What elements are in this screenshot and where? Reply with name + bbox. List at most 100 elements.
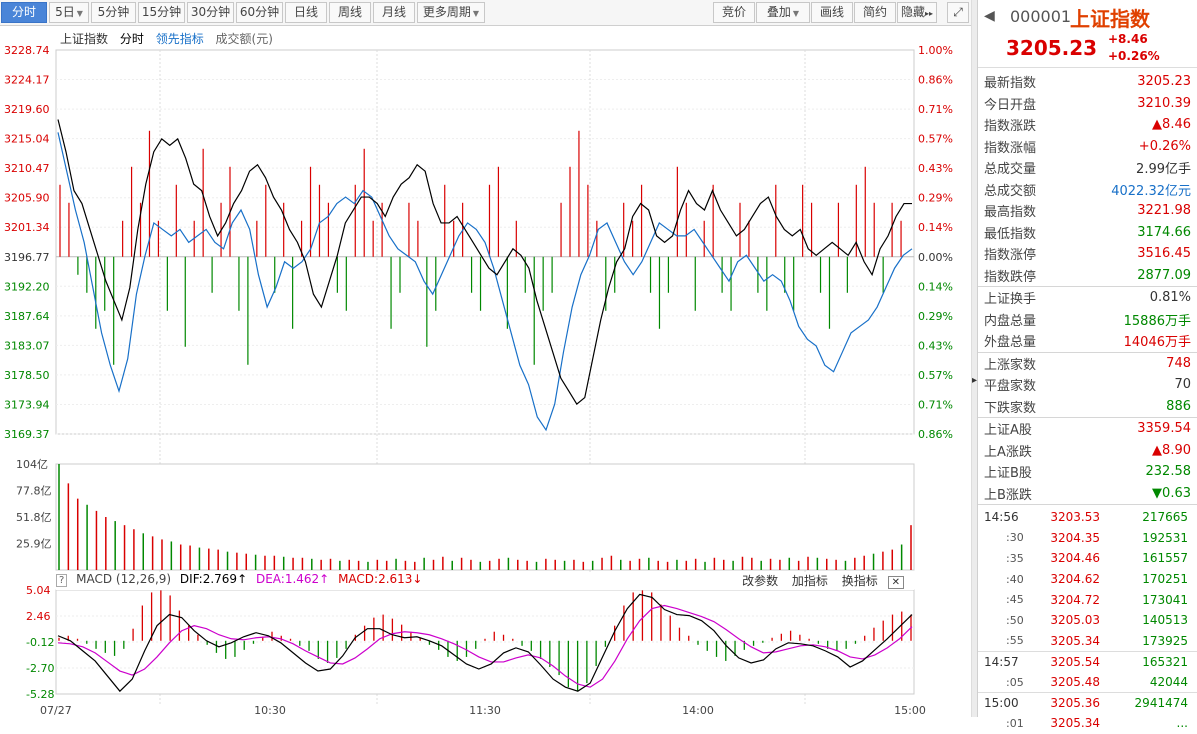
legend-lead[interactable]: 领先指标: [155, 32, 204, 46]
quote-row: 指数跌停 2877.09: [978, 265, 1197, 287]
price-tick-label: 3196.77: [4, 251, 50, 264]
quote-value: 886: [1166, 398, 1191, 414]
price-tick-label: 3187.64: [4, 310, 50, 323]
tick-v: 173041: [1142, 592, 1188, 607]
lead-line: [57, 132, 913, 432]
quote-value: 14046万手: [1123, 335, 1191, 351]
tab-label: 日线: [293, 5, 318, 19]
tick-t: 14:57: [984, 654, 1019, 669]
tool-button-2[interactable]: 画线: [811, 2, 853, 23]
tick-row: :01 3205.34...: [978, 713, 1197, 734]
tab-1[interactable]: 5日 ▼: [49, 2, 89, 23]
macd-close-icon[interactable]: ?: [56, 574, 68, 587]
quote-row: 平盘家数 70: [978, 374, 1197, 396]
quote-header: ◀ 000001 上证指数 3205.23 +8.46 +0.26%: [978, 0, 1197, 68]
volume-tick-label: 77.8亿: [16, 485, 52, 498]
tick-v: 217665: [1142, 510, 1188, 525]
tick-t: :01: [1006, 716, 1024, 730]
tool-button-0[interactable]: 竞价: [713, 2, 755, 23]
tool-button-1[interactable]: 叠加 ▼: [756, 2, 810, 23]
tab-9[interactable]: 更多周期 ▼: [417, 2, 485, 23]
tab-4[interactable]: 30分钟: [187, 2, 234, 23]
dropdown-icon: ▼: [76, 9, 83, 18]
quote-row: 最新指数 3205.23: [978, 71, 1197, 93]
time-axis-label: 11:30: [469, 704, 501, 717]
pct-tick-label: 0.29%: [918, 192, 953, 205]
tick-list[interactable]: 14:56 3203.53 217665:30 3204.35 192531:35 320…: [978, 504, 1197, 734]
tick-row: 14:57 3205.54 165321: [978, 651, 1197, 672]
tab-3[interactable]: 15分钟: [138, 2, 185, 23]
expand-icon[interactable]: ⤢: [947, 2, 969, 23]
ab-share-stats: 上证A股 3359.54 上A涨跌 ▲8.90 上证B股 232.58 上B涨跌 ▼0.63: [978, 417, 1197, 504]
tool-button-4[interactable]: 隐藏▸▸: [897, 2, 937, 23]
pct-tick-label: 0.57%: [918, 133, 953, 146]
pct-tick-label: 0.57%: [918, 369, 953, 382]
quote-label: 总成交额: [984, 183, 1037, 199]
tab-0[interactable]: 分时: [1, 2, 47, 23]
switch-indicator-button[interactable]: 换指标: [841, 574, 878, 588]
macd-value: MACD:2.613↓: [338, 572, 423, 586]
prev-arrow-icon[interactable]: ◀: [984, 8, 995, 24]
macd-title[interactable]: MACD (12,26,9): [76, 572, 172, 586]
tab-5[interactable]: 60分钟: [236, 2, 283, 23]
quote-label: 最高指数: [984, 205, 1037, 221]
quote-volume-stats: 上证换手 0.81% 内盘总量 15886万手 外盘总量 14046万手: [978, 286, 1197, 352]
quote-value: ▲8.46: [1152, 117, 1191, 133]
panel-divider[interactable]: ▸: [971, 0, 977, 717]
add-indicator-button[interactable]: 加指标: [791, 574, 828, 588]
tick-t: :05: [1006, 675, 1024, 689]
quote-label: 最新指数: [984, 76, 1037, 92]
tool-label: 简约: [862, 5, 887, 19]
quote-value: 3221.98: [1137, 203, 1191, 219]
tab-7[interactable]: 周线: [329, 2, 371, 23]
tab-label: 15分钟: [141, 5, 182, 19]
time-axis-label: 10:30: [254, 704, 286, 717]
close-icon[interactable]: ✕: [887, 576, 904, 589]
tick-row: 14:56 3203.53 217665: [978, 507, 1197, 528]
time-axis-label: 07/27: [40, 704, 72, 717]
quote-row: 今日开盘 3210.39: [978, 93, 1197, 115]
tick-t: :40: [1006, 572, 1024, 586]
quote-row: 上A涨跌 ▲8.90: [978, 440, 1197, 462]
volume-tick-label: 51.8亿: [16, 511, 52, 524]
legend-mode: 分时: [119, 32, 144, 46]
tick-t: :50: [1006, 613, 1024, 627]
macd-tick-label: 2.46: [26, 610, 51, 623]
quote-label: 最低指数: [984, 226, 1037, 242]
quote-label: 指数跌停: [984, 269, 1037, 285]
macd-dea: DEA:1.462↑: [255, 572, 330, 586]
price-tick-label: 3228.74: [4, 44, 50, 57]
tab-2[interactable]: 5分钟: [91, 2, 136, 23]
breadth-stats: 上涨家数 748 平盘家数 70 下跌家数 886: [978, 351, 1197, 418]
quote-row: 上证B股 232.58: [978, 461, 1197, 483]
quote-value: 70: [1174, 377, 1191, 393]
tick-v: ...: [1176, 716, 1188, 731]
change-params-button[interactable]: 改参数: [742, 574, 779, 588]
tick-row: :05 3205.48 42044: [978, 672, 1197, 693]
price-tick-label: 3183.07: [4, 339, 50, 352]
pct-tick-label: 0.14%: [918, 280, 953, 293]
intraday-chart[interactable]: 3228.74 1.00% 3224.17 0.86% 3219.60 0.71% 3215…: [0, 26, 971, 717]
tick-p: 3203.53: [1050, 510, 1100, 525]
quote-value: 2877.09: [1137, 267, 1191, 283]
tick-p: 3205.34: [1050, 633, 1100, 648]
tab-8[interactable]: 月线: [373, 2, 415, 23]
chart-area[interactable]: 3228.74 1.00% 3224.17 0.86% 3219.60 0.71% 3215…: [0, 26, 971, 717]
quote-value: +0.26%: [1138, 138, 1191, 154]
stock-name: 上证指数: [1070, 7, 1150, 31]
quote-panel: ◀ 000001 上证指数 3205.23 +8.46 +0.26% 最新指数 3…: [977, 0, 1197, 730]
quote-row: 指数涨停 3516.45: [978, 243, 1197, 265]
tick-t: :30: [1006, 531, 1024, 545]
tool-label: 叠加: [766, 5, 791, 19]
tick-row: :50 3205.03 140513: [978, 610, 1197, 631]
tick-t: 15:00: [984, 696, 1019, 711]
tick-v: 165321: [1142, 654, 1188, 669]
collapse-arrow-icon[interactable]: ▸: [972, 375, 978, 386]
dea-line: [57, 604, 913, 688]
tool-button-3[interactable]: 简约: [854, 2, 896, 23]
price-tick-label: 3205.90: [4, 192, 50, 205]
tab-6[interactable]: 日线: [285, 2, 327, 23]
tick-row: :40 3204.62 170251: [978, 569, 1197, 590]
time-axis-label: 14:00: [682, 704, 714, 717]
quote-row: 指数涨幅 +0.26%: [978, 136, 1197, 158]
